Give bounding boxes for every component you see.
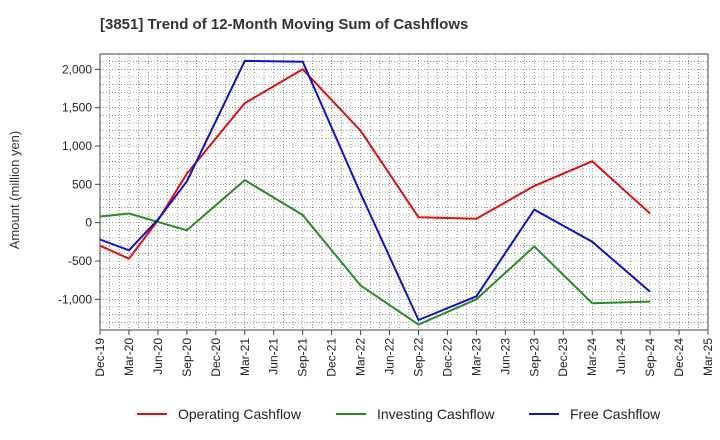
x-tick-label: Mar-20	[122, 338, 136, 376]
y-tick-label: 1,500	[62, 101, 92, 115]
x-tick-label: Dec-20	[209, 338, 223, 377]
x-tick-label: Mar-22	[354, 338, 368, 376]
series-line-operating-cashflow	[99, 68, 651, 260]
y-tick-label: 2,000	[62, 62, 92, 76]
series-line-investing-cashflow	[99, 179, 651, 326]
legend: Operating Cashflow Investing Cashflow Free…	[137, 406, 661, 422]
x-tick-label: Dec-23	[556, 338, 570, 377]
y-axis-label: Amount (million yen)	[7, 131, 22, 250]
x-tick-label: Dec-24	[672, 338, 686, 377]
x-tick-label: Mar-24	[585, 338, 599, 376]
x-tick-label: Dec-21	[325, 338, 339, 377]
x-tick-label: Mar-21	[238, 338, 252, 376]
x-tick-label: Dec-22	[440, 338, 454, 377]
x-tick-label: Jun-22	[383, 338, 397, 375]
legend-label: Investing Cashflow	[377, 406, 495, 422]
x-tick-label: Jun-23	[498, 338, 512, 375]
legend-label: Operating Cashflow	[178, 406, 302, 422]
y-tick-label: 500	[72, 177, 92, 191]
y-tick-label: 0	[85, 216, 92, 230]
x-tick-label: Sep-22	[411, 338, 425, 377]
series-layer	[99, 59, 651, 326]
axes-layer: 2,000 1,500 1,000 500 0 -500 -1,000 Dec-19 Mar-2…	[58, 53, 715, 377]
x-tick-label: Sep-24	[643, 338, 657, 377]
x-tick-label: Mar-23	[469, 338, 483, 376]
chart-title: [3851] Trend of 12-Month Moving Sum of C…	[100, 16, 469, 33]
grid-layer	[100, 54, 708, 330]
x-tick-label: Sep-23	[527, 338, 541, 377]
y-tick-label: -1,000	[58, 292, 92, 306]
series-line-free-cashflow	[99, 59, 651, 321]
x-tick-label: Jun-24	[614, 338, 628, 375]
y-tick-label: -500	[68, 254, 92, 268]
x-tick-label: Sep-20	[180, 338, 194, 377]
x-tick-label: Mar-25	[701, 338, 715, 376]
x-tick-label: Sep-21	[296, 338, 310, 377]
legend-label: Free Cashflow	[570, 406, 661, 422]
x-tick-label: Dec-19	[93, 338, 107, 377]
x-tick-label: Jun-21	[267, 338, 281, 375]
plot-frame	[99, 53, 709, 331]
y-tick-label: 1,000	[62, 139, 92, 153]
x-tick-label: Jun-20	[151, 338, 165, 375]
